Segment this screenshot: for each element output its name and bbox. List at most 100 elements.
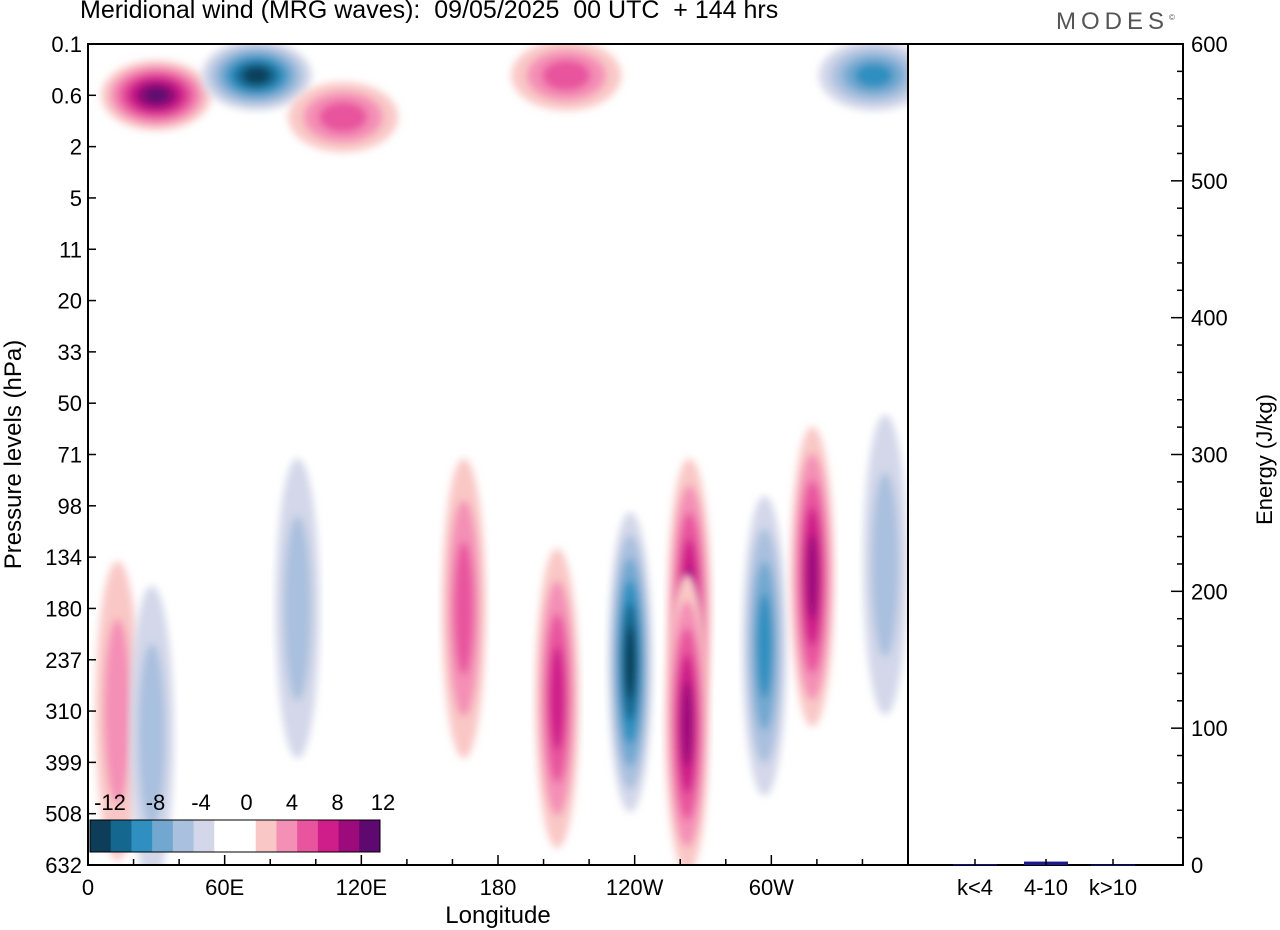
x-tick-label: 60E — [205, 875, 244, 900]
x-tick-label: 60W — [749, 875, 794, 900]
energy-tick-label: 0 — [1191, 853, 1203, 878]
colorbar-swatch — [359, 820, 381, 852]
brand-mark: © — [1169, 13, 1175, 22]
colorbar-label: 4 — [286, 790, 298, 815]
contour-band — [541, 59, 591, 92]
y-axis-label: Pressure levels (hPa) — [0, 340, 27, 569]
wind-anomaly-13 — [742, 495, 787, 796]
chart-title: Meridional wind (MRG waves): 09/05/2025 … — [80, 0, 779, 24]
energy-axis-label: Energy (J/kg) — [1252, 394, 1277, 525]
x-tick-label: 120E — [336, 875, 387, 900]
y-tick-label: 33 — [58, 340, 82, 365]
colorbar-label: 0 — [240, 790, 252, 815]
colorbar-swatch — [317, 820, 340, 852]
energy-tick-label: 300 — [1191, 443, 1228, 468]
wind-anomaly-6 — [129, 585, 174, 865]
x-axis-label: Longitude — [445, 902, 550, 929]
colorbar-swatch — [235, 820, 257, 852]
modes-logo: MODES© — [1056, 8, 1175, 36]
wind-anomaly-5 — [95, 561, 140, 862]
colorbar-swatch — [131, 820, 153, 852]
colorbar-frame — [89, 819, 381, 853]
wind-anomaly-8 — [441, 458, 486, 759]
energy-tick-label: 100 — [1191, 716, 1228, 741]
wind-anomaly-7 — [275, 458, 320, 759]
colorbar-label: -8 — [146, 790, 166, 815]
colorbar-swatch — [214, 820, 236, 852]
colorbar-swatch — [255, 820, 277, 852]
colorbar-swatch — [193, 820, 215, 852]
colorbar-swatch — [172, 820, 195, 852]
y-tick-label: 50 — [58, 391, 82, 416]
y-tick-label: 71 — [58, 443, 82, 468]
energy-category-label: k<4 — [957, 875, 993, 900]
y-tick-label: 11 — [59, 237, 82, 262]
wind-anomaly-10 — [608, 512, 653, 813]
wind-anomaly-4 — [818, 44, 908, 111]
y-tick-label: 0.1 — [51, 32, 82, 57]
x-tick-label: 180 — [480, 875, 517, 900]
colorbar-swatch — [110, 820, 132, 852]
colorbar-label: 12 — [371, 790, 395, 815]
x-tick-label: 0 — [82, 875, 94, 900]
contour-band — [143, 86, 170, 104]
wind-anomaly-2 — [288, 82, 399, 153]
contour-band — [854, 63, 893, 88]
energy-category-label: k>10 — [1089, 875, 1137, 900]
y-tick-label: 310 — [45, 699, 82, 724]
wind-anomaly-12 — [665, 573, 710, 865]
contour-band — [624, 625, 636, 699]
contour-band — [680, 680, 694, 767]
colorbar-swatch — [297, 820, 319, 852]
energy-category-label: 4-10 — [1024, 875, 1068, 900]
y-tick-label: 5 — [70, 186, 82, 211]
contour-band — [243, 66, 270, 84]
contour-band — [549, 646, 565, 751]
y-tick-label: 2 — [70, 135, 82, 160]
field-background — [88, 44, 908, 865]
wind-anomaly-15 — [863, 414, 908, 715]
x-tick-label: 120W — [606, 875, 664, 900]
energy-tick-label: 200 — [1191, 579, 1228, 604]
contour-band — [454, 541, 474, 676]
colorbar-label: 8 — [331, 790, 343, 815]
contour-band — [318, 101, 368, 133]
colorbar-swatch — [338, 820, 360, 852]
y-tick-label: 508 — [45, 802, 82, 827]
colorbar-label: -4 — [191, 790, 211, 815]
wind-anomaly-1 — [201, 44, 312, 111]
y-tick-label: 0.6 — [51, 83, 82, 108]
energy-tick-label: 600 — [1191, 32, 1228, 57]
y-tick-label: 98 — [58, 494, 82, 519]
wind-anomaly-14 — [790, 426, 835, 727]
y-tick-label: 399 — [45, 750, 82, 775]
y-tick-label: 632 — [45, 853, 82, 878]
contour-band — [806, 533, 819, 620]
energy-bar — [1091, 864, 1135, 866]
colorbar-label: -12 — [94, 790, 126, 815]
energy-tick-label: 400 — [1191, 306, 1228, 331]
y-tick-label: 134 — [45, 545, 82, 570]
contour-band — [756, 593, 773, 699]
contour-band — [871, 472, 899, 658]
colorbar-swatch — [152, 820, 174, 852]
wind-anomaly-3 — [511, 44, 622, 111]
axes: 0.1 0.6 2 5 11 20 33 50 71 98 134 180 237 310 399 508 63… — [0, 32, 1184, 929]
colorbar-swatch — [90, 820, 112, 852]
contour-band — [284, 516, 312, 701]
y-tick-label: 20 — [58, 289, 82, 314]
wind-anomaly-0 — [101, 60, 212, 131]
y-tick-label: 180 — [45, 596, 82, 621]
y-tick-label: 237 — [45, 648, 82, 673]
energy-tick-label: 500 — [1191, 169, 1228, 194]
energy-panel: 0 100 200 300 400 500 600 Energy (J/kg) k<4 4-10 k… — [953, 32, 1277, 900]
energy-frame — [907, 43, 1184, 866]
wind-field — [88, 44, 908, 865]
contour-band — [104, 618, 132, 804]
colorbar-swatch — [276, 820, 298, 852]
wind-anomaly-9 — [535, 548, 580, 849]
colorbar: -12 -8 -4 0 4 8 12 — [89, 790, 395, 853]
brand-name: MODES — [1056, 8, 1170, 35]
contour-band — [138, 643, 166, 829]
